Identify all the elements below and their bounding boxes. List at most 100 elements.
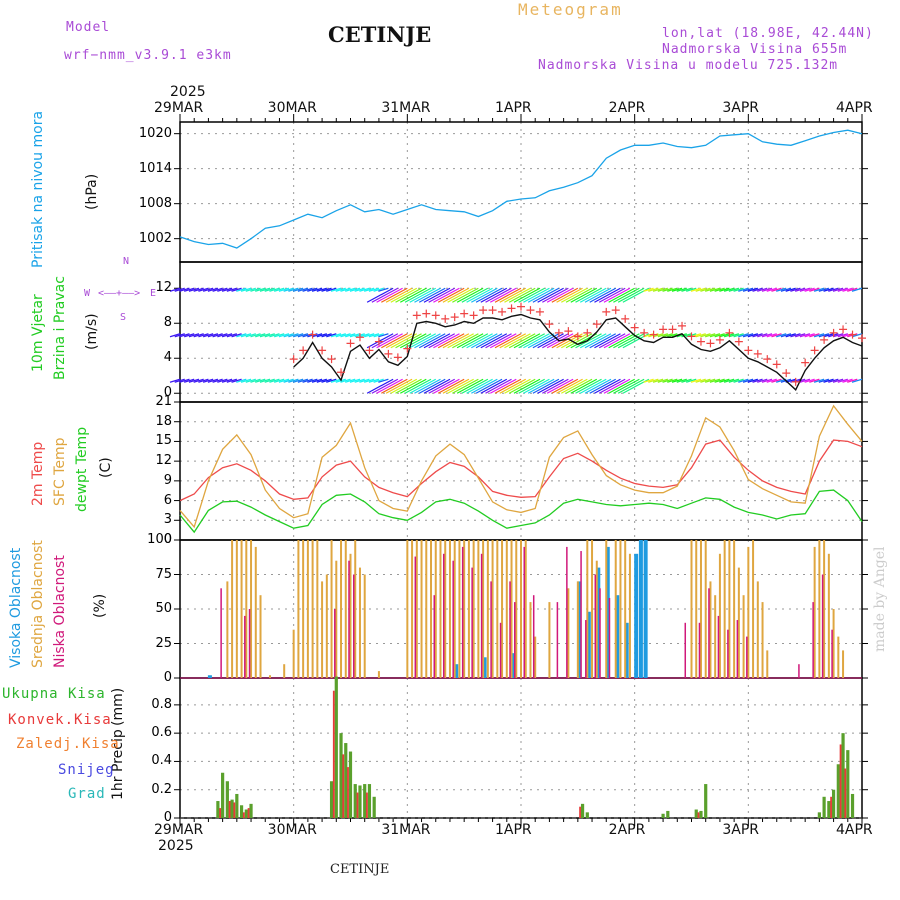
wind-barb — [231, 333, 242, 338]
y-tick-label: 0.8 — [151, 696, 172, 712]
low-cloud-bar — [509, 581, 511, 678]
wind-barb — [395, 287, 422, 303]
wind-barb — [240, 378, 252, 383]
wind-barb — [542, 333, 569, 349]
mid-cloud-bar — [737, 567, 740, 678]
mid-cloud-bar — [842, 650, 845, 678]
date-label: 2APR — [608, 822, 646, 838]
wind-barb — [466, 287, 493, 303]
gust-marker — [734, 337, 743, 346]
precip-total-bar — [585, 812, 589, 818]
mid-cloud-bar — [576, 581, 579, 678]
wind-barb — [335, 333, 346, 338]
wind-barb — [681, 378, 692, 383]
wind-barb — [613, 378, 640, 394]
mid-cloud-bar — [752, 540, 755, 678]
wind-barb — [761, 333, 773, 338]
legend-grad: Grad — [68, 786, 106, 802]
wind-barb — [274, 333, 285, 338]
gust-marker — [517, 302, 525, 311]
low-cloud-bar — [698, 622, 701, 678]
low-cloud-bar — [334, 609, 336, 678]
high-cloud-bar — [638, 540, 643, 678]
precip-total-bar — [827, 801, 831, 818]
wind-barb — [471, 333, 498, 349]
wind-barb — [714, 287, 725, 292]
wind-speed-line — [293, 313, 863, 391]
wind-barb — [475, 333, 503, 349]
mid-cloud-bar — [411, 540, 414, 678]
precip-convective-bar — [366, 792, 368, 818]
date-label: 4APR — [836, 822, 873, 838]
wind-barb — [264, 378, 275, 383]
y-tick-label: 15 — [155, 433, 172, 449]
wind-barb — [714, 378, 725, 383]
wind-barb — [705, 287, 716, 292]
wind-barb — [292, 333, 304, 338]
wind-barb — [366, 333, 394, 349]
wind-barb — [742, 378, 754, 383]
gust-marker — [801, 358, 810, 367]
wind-barb — [184, 287, 195, 292]
wind-barb — [311, 287, 323, 292]
wind-barb — [447, 378, 474, 394]
wind-barb — [442, 287, 470, 303]
gust-marker — [554, 328, 563, 337]
wind-barb — [513, 378, 541, 394]
mid-cloud-bar — [226, 581, 229, 678]
precip-total-bar — [239, 805, 244, 818]
wind-barb — [378, 333, 389, 338]
wind-barb — [399, 287, 427, 303]
wind-barb — [676, 333, 687, 338]
wind-barb — [579, 287, 607, 303]
mid-cloud-bar — [813, 546, 816, 678]
mid-cloud-bar — [292, 629, 295, 678]
wind-barb — [603, 378, 631, 394]
y-tick-label: 12 — [155, 280, 172, 296]
mid-cloud-bar — [283, 664, 286, 678]
mid-cloud-bar — [766, 650, 769, 678]
wind-barb — [368, 333, 380, 338]
wind-barb — [423, 333, 451, 349]
wind-barb — [364, 333, 375, 338]
mid-cloud-bar — [363, 574, 366, 678]
wind-barb — [818, 333, 830, 338]
wind-barb — [579, 378, 607, 394]
product-title: Meteogram — [518, 0, 623, 19]
gust-marker — [763, 355, 772, 364]
wind-barb — [414, 287, 441, 303]
wind-barb — [475, 378, 503, 394]
wind-barb — [321, 287, 332, 292]
wind-barb — [349, 378, 361, 383]
location-title: CETINJE — [328, 22, 432, 47]
mid-cloud-bar — [344, 540, 347, 678]
station-elevation: Nadmorska Visina 655m — [662, 42, 848, 57]
wind-barb — [584, 333, 612, 349]
high-cloud-bar — [624, 622, 629, 678]
wind-barb — [813, 333, 825, 338]
low-cloud-bar — [717, 615, 720, 678]
legend-ukupna-kisa: Ukupna Kisa — [2, 686, 106, 702]
wind-barb — [761, 378, 773, 383]
wind-barb — [212, 333, 223, 338]
wind-barb — [575, 378, 602, 394]
mid-cloud-bar — [756, 581, 759, 678]
low-cloud-bar — [594, 574, 597, 678]
y-tick-label: 0.4 — [151, 753, 172, 769]
wind-barb — [381, 378, 408, 394]
wind-barb — [823, 333, 834, 338]
wind-barb — [414, 378, 441, 394]
wind-barb — [752, 333, 763, 338]
wind-barb — [378, 287, 389, 292]
wind-barb — [217, 287, 228, 292]
wind-barb — [742, 333, 754, 338]
mid-cloud-bar — [486, 540, 489, 678]
wind-barb — [395, 333, 422, 349]
gust-marker — [526, 306, 535, 315]
precip-total-bar — [244, 809, 248, 818]
wind-barb — [354, 287, 365, 292]
wind-barb — [499, 378, 527, 394]
mid-cloud-bar — [624, 540, 627, 678]
wind-barb — [349, 333, 361, 338]
wind-barb — [648, 378, 659, 383]
